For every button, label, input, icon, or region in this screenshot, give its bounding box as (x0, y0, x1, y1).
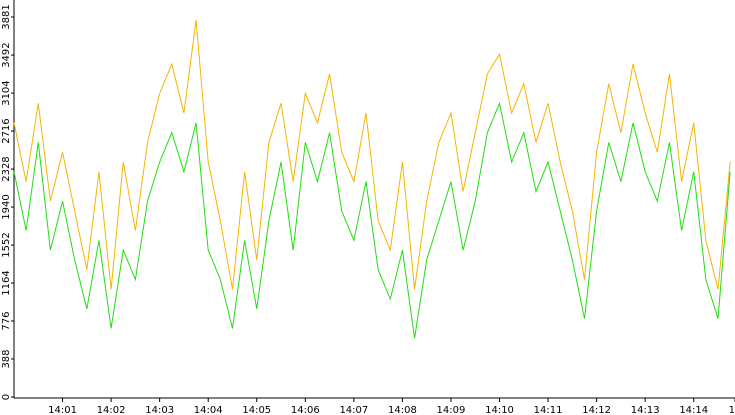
x-tick-label: 14:12 (582, 405, 611, 415)
x-tick-label: 14:10 (485, 405, 514, 415)
x-tick-label: 14:11 (534, 405, 563, 415)
y-tick-label: 1164 (1, 270, 12, 295)
y-tick-label: 2716 (1, 118, 12, 143)
x-tick-label: 14:05 (242, 405, 271, 415)
x-tick-label: 14:13 (631, 405, 660, 415)
series-line (13, 101, 731, 339)
y-tick-label: 388 (1, 349, 12, 368)
y-tick-label: 3881 (1, 4, 12, 29)
x-tick-label: 14:09 (437, 405, 466, 415)
x-tick-label: 14:07 (339, 405, 368, 415)
y-tick-label: 1940 (1, 194, 12, 219)
x-tick-label: 14:06 (291, 405, 320, 415)
y-tick-label: 3492 (1, 42, 12, 67)
y-tick-label: 776 (1, 311, 12, 330)
y-tick-label: 2328 (1, 156, 12, 181)
x-tick-label: 14:14 (679, 405, 708, 415)
y-tick-label: 3104 (1, 80, 12, 105)
x-tick-label: 14 (729, 405, 735, 415)
series-line (13, 19, 731, 290)
x-tick-label: 14:08 (388, 405, 417, 415)
x-tick-label: 14:01 (48, 405, 77, 415)
x-tick-label: 14:02 (97, 405, 126, 415)
y-tick-label: 0 (1, 394, 12, 400)
y-tick-label: 1552 (1, 232, 12, 257)
x-tick-label: 14:04 (194, 405, 223, 415)
x-tick-label: 14:03 (145, 405, 174, 415)
